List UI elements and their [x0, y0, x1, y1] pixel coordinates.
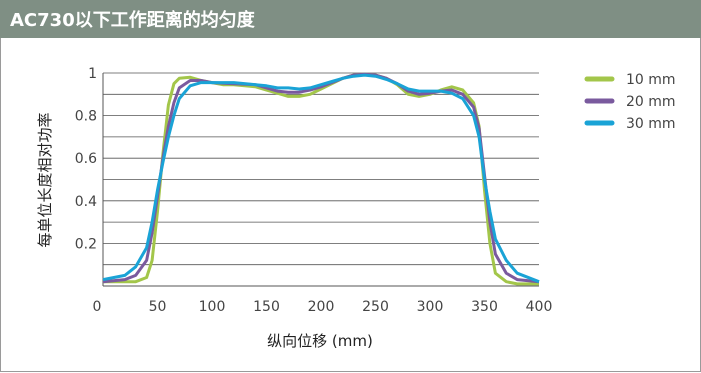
x-tick-label: 150 — [253, 299, 280, 315]
x-tick-label: 100 — [199, 299, 226, 315]
series-line-20-mm — [102, 72, 540, 284]
x-tick-label: 200 — [308, 299, 335, 315]
y-tick-label: 0.2 — [75, 236, 97, 252]
y-tick-label: 0.6 — [75, 151, 97, 167]
series-line-10-mm — [103, 72, 539, 286]
x-tick-label: 300 — [417, 299, 444, 315]
x-tick-label: 400 — [526, 299, 553, 315]
x-tick-label: 0 — [93, 299, 102, 315]
chart-title: AC730以下工作距离的均匀度 — [10, 10, 255, 31]
legend-label: 10 mm — [626, 72, 676, 88]
x-tick-label: 50 — [149, 299, 167, 315]
legend-label: 20 mm — [626, 94, 676, 110]
legend-label: 30 mm — [626, 116, 676, 132]
series-line-30-mm — [102, 73, 540, 284]
y-tick-label: 1 — [88, 66, 97, 82]
x-axis-title: 纵向位移 (mm) — [267, 332, 373, 350]
title-bar: AC730以下工作距离的均匀度 — [0, 0, 701, 38]
y-tick-label: 0.4 — [75, 194, 97, 210]
x-tick-label: 250 — [362, 299, 389, 315]
y-axis-title: 每单位长度相对功率 — [36, 112, 54, 247]
y-tick-label: 0.8 — [75, 109, 97, 125]
x-tick-label: 350 — [471, 299, 498, 315]
